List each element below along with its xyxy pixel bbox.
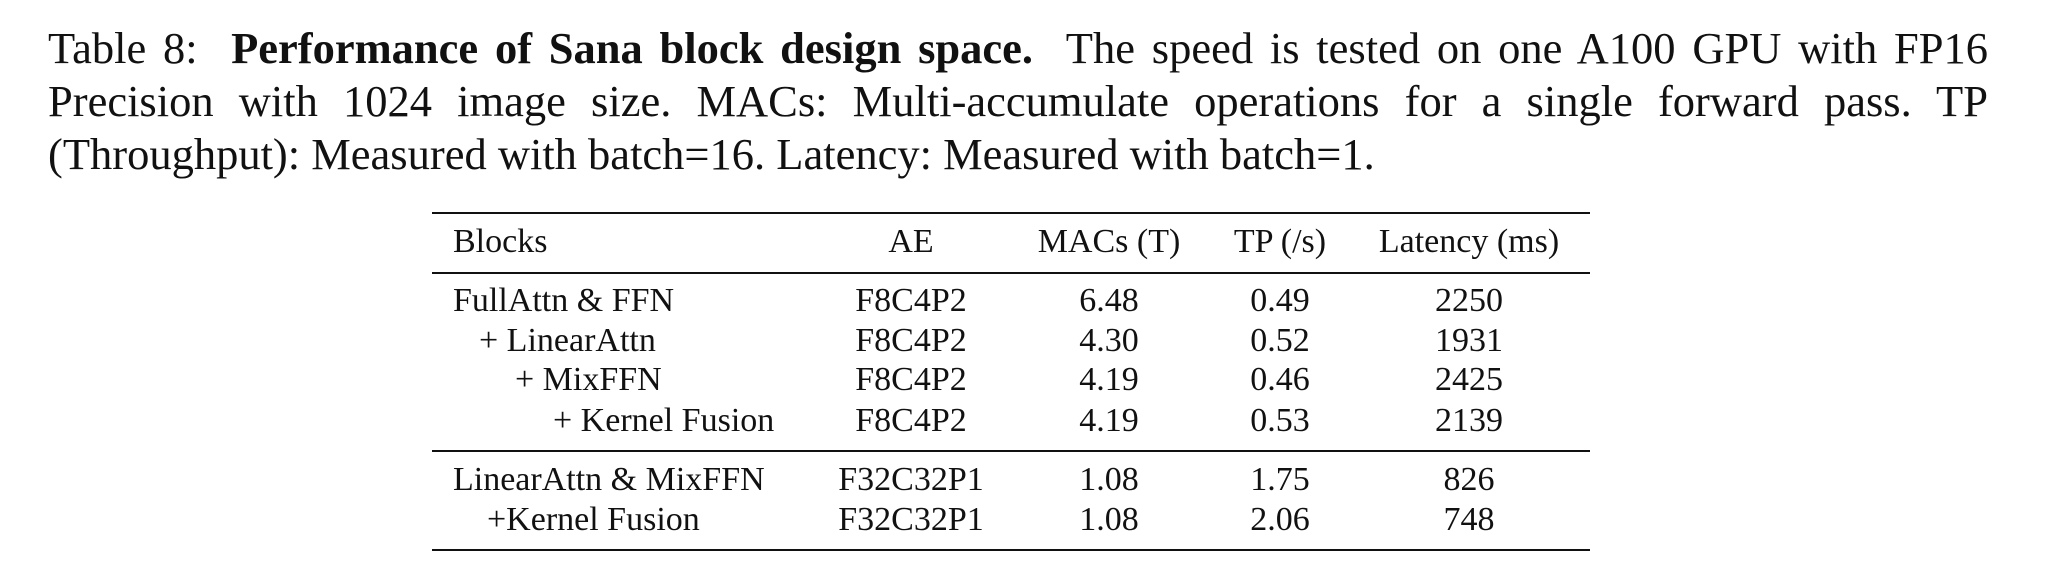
macs: 4.19 xyxy=(1079,402,1139,439)
group-rule xyxy=(432,450,1590,452)
block-name: + LinearAttn xyxy=(479,322,656,359)
macs: 6.48 xyxy=(1079,282,1139,319)
caption-bold: Performance of Sana block design space. xyxy=(231,23,1034,73)
tp: 0.49 xyxy=(1250,282,1310,319)
top-rule xyxy=(432,212,1590,214)
macs: 1.08 xyxy=(1079,461,1139,498)
tp: 2.06 xyxy=(1250,501,1310,538)
ae: F32C32P1 xyxy=(838,461,984,498)
latency: 2139 xyxy=(1435,402,1503,439)
tp: 1.75 xyxy=(1250,461,1310,498)
macs: 4.19 xyxy=(1079,361,1139,398)
bottom-rule xyxy=(432,549,1590,551)
caption-label: Table 8: xyxy=(48,23,198,73)
latency: 2425 xyxy=(1435,361,1503,398)
block-name: LinearAttn & MixFFN xyxy=(453,461,765,498)
ae: F32C32P1 xyxy=(838,501,984,538)
block-name: +Kernel Fusion xyxy=(487,501,700,538)
latency: 826 xyxy=(1443,461,1495,498)
tp: 0.52 xyxy=(1250,322,1310,359)
macs: 1.08 xyxy=(1079,501,1139,538)
tp: 0.46 xyxy=(1250,361,1310,398)
latency: 2250 xyxy=(1435,282,1503,319)
caption: Table 8: Performance of Sana block desig… xyxy=(48,22,1988,181)
macs: 4.30 xyxy=(1079,322,1139,359)
block-name: + MixFFN xyxy=(515,361,662,398)
ae: F8C4P2 xyxy=(855,402,967,439)
header-cell: MACs (T) xyxy=(1037,223,1181,260)
caption-text: The speed is tested on one A100 GPU with… xyxy=(48,23,1988,179)
block-name: FullAttn & FFN xyxy=(453,282,675,319)
header-cell: Latency (ms) xyxy=(1378,223,1560,260)
header-cell: Blocks xyxy=(453,223,548,260)
ae: F8C4P2 xyxy=(855,361,967,398)
ae: F8C4P2 xyxy=(855,282,967,319)
latency: 1931 xyxy=(1435,322,1503,359)
header-cell: AE xyxy=(888,223,934,260)
latency: 748 xyxy=(1443,501,1495,538)
header-cell: TP (/s) xyxy=(1233,223,1327,260)
block-name: + Kernel Fusion xyxy=(553,402,775,439)
tp: 0.53 xyxy=(1250,402,1310,439)
ae: F8C4P2 xyxy=(855,322,967,359)
mid-rule xyxy=(432,272,1590,274)
